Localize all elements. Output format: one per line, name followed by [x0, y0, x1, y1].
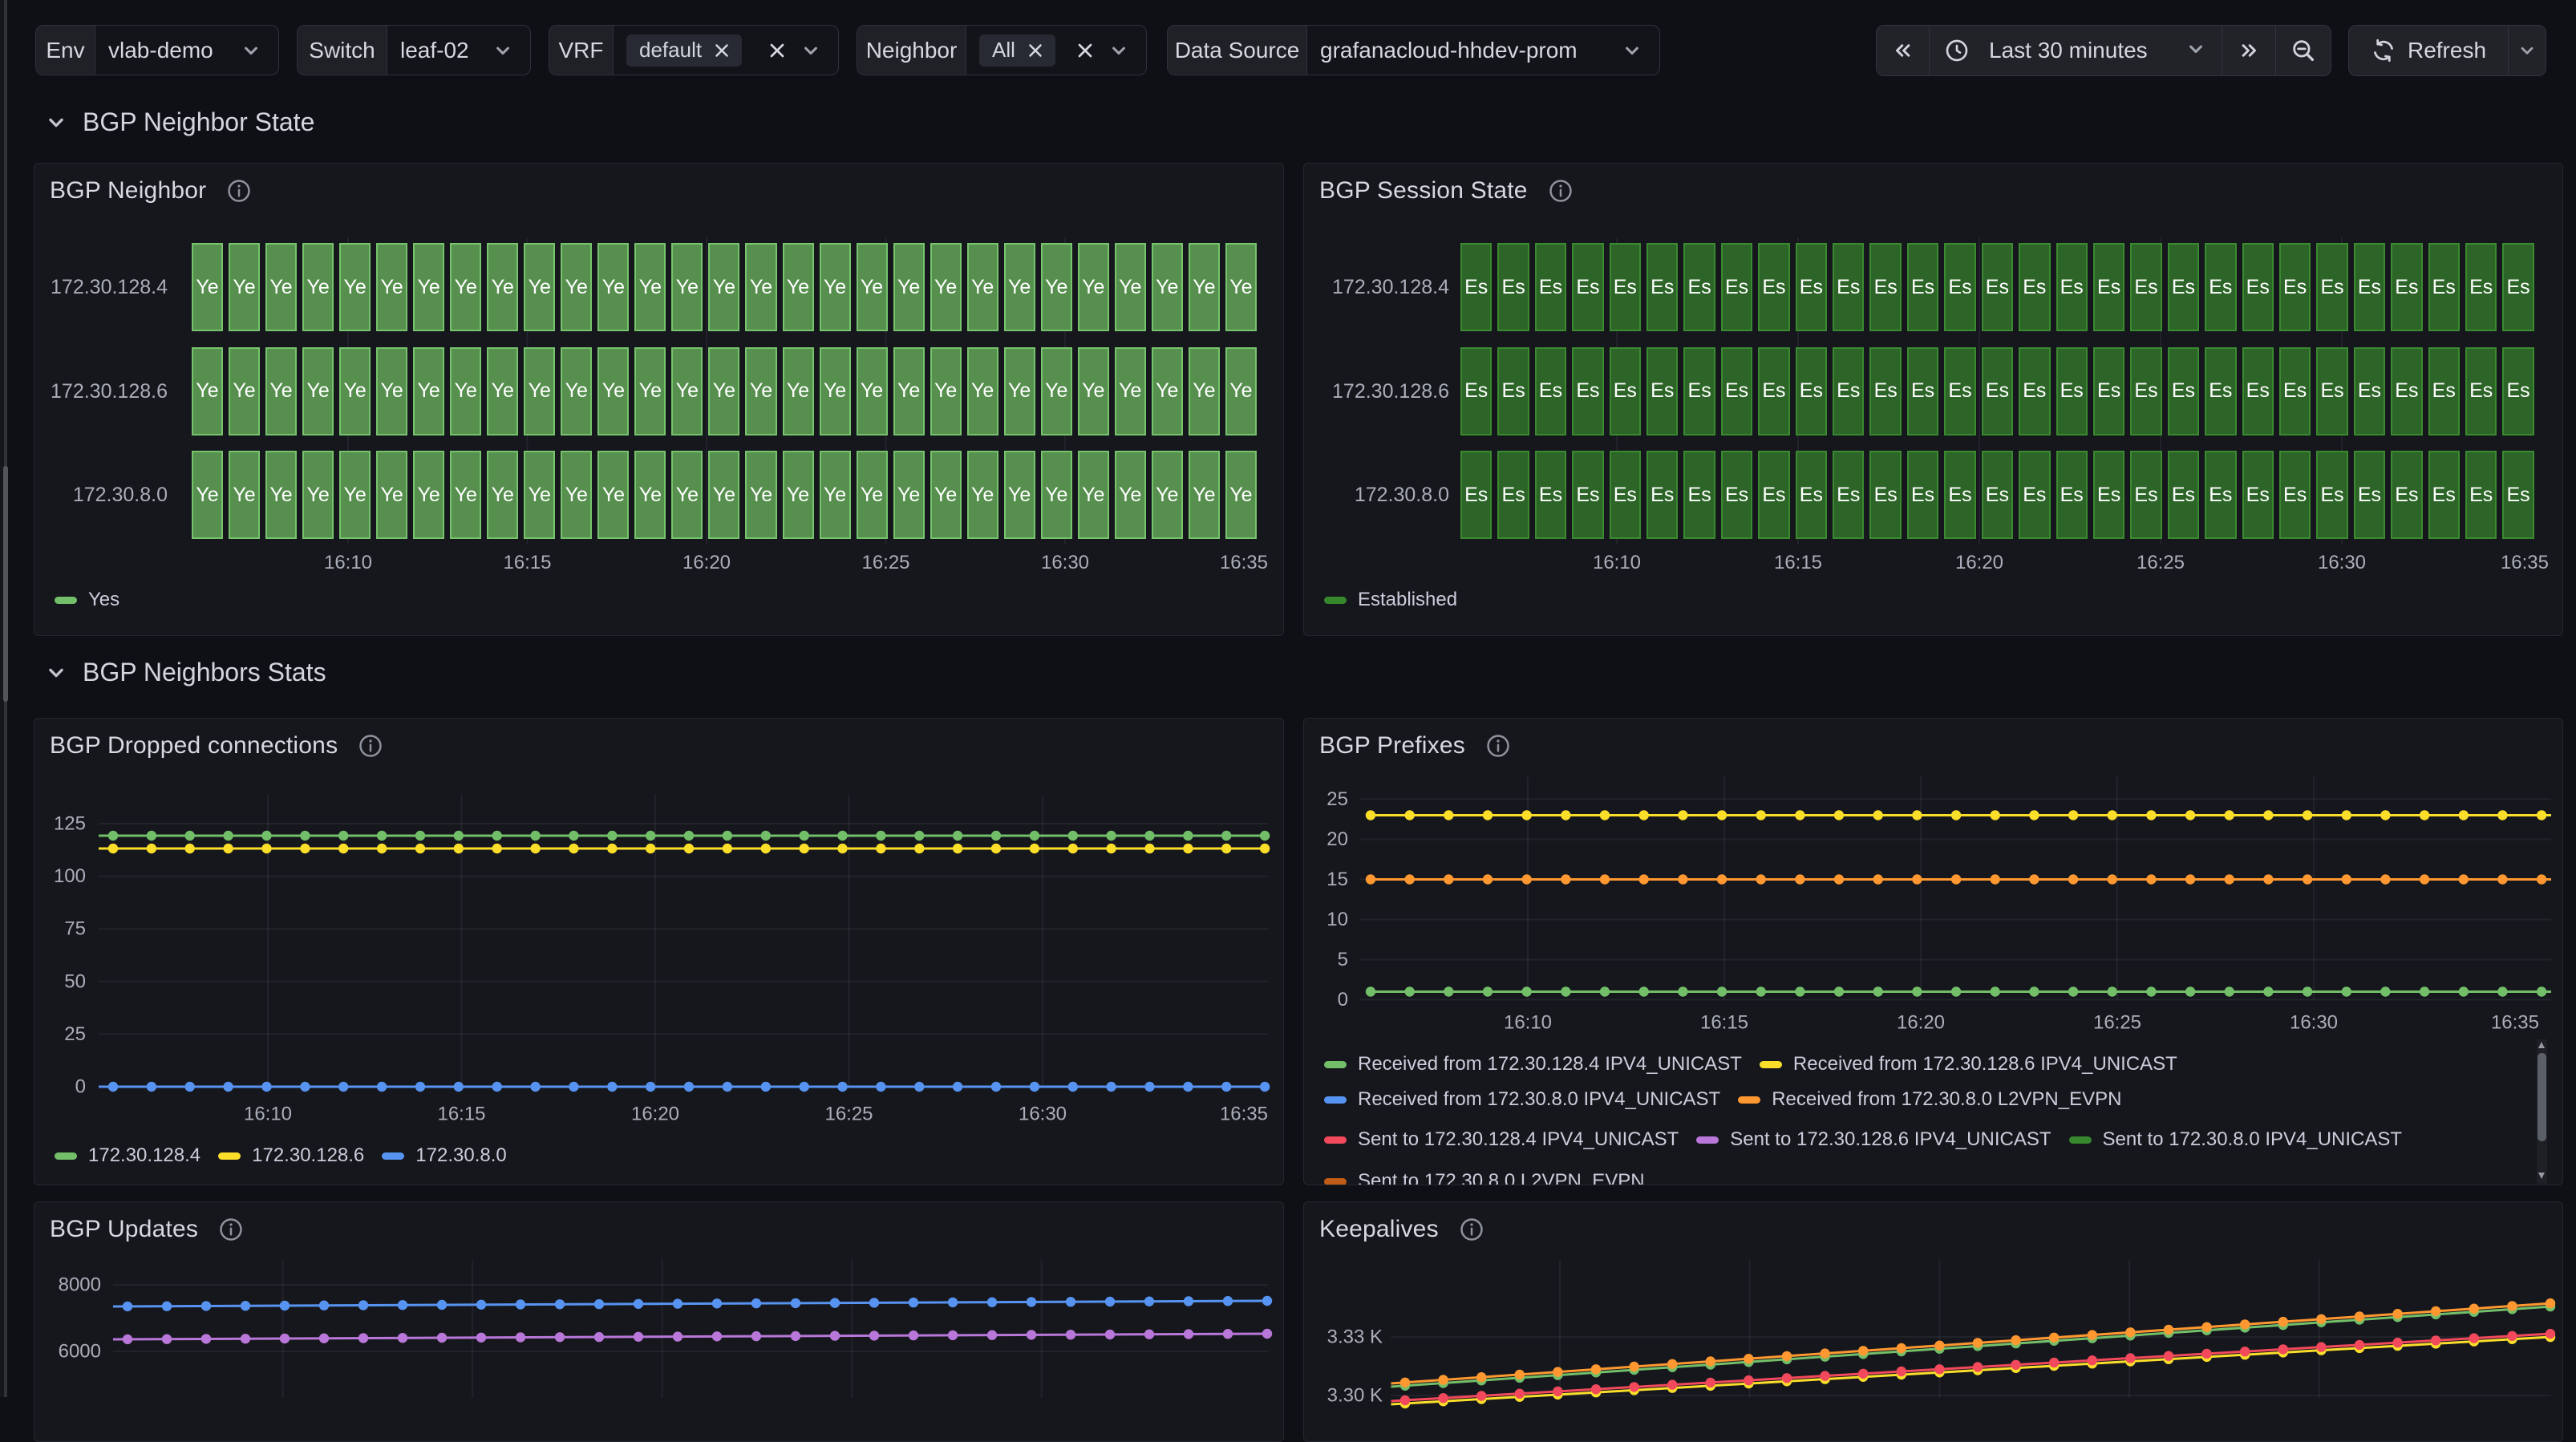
- svg-text:16:10: 16:10: [244, 1104, 292, 1125]
- svg-text:20: 20: [1326, 828, 1348, 850]
- svg-text:16:20: 16:20: [631, 1104, 679, 1125]
- svg-text:0: 0: [75, 1076, 86, 1098]
- svg-text:100: 100: [54, 865, 86, 887]
- svg-text:0: 0: [1338, 989, 1348, 1011]
- svg-text:16:35: 16:35: [2491, 1012, 2539, 1034]
- svg-text:16:35: 16:35: [1220, 1104, 1268, 1125]
- svg-text:3.30 K: 3.30 K: [1327, 1385, 1383, 1407]
- svg-text:16:30: 16:30: [1019, 1104, 1067, 1125]
- svg-text:16:25: 16:25: [2093, 1012, 2141, 1034]
- svg-text:15: 15: [1326, 869, 1348, 890]
- svg-text:16:15: 16:15: [437, 1104, 485, 1125]
- svg-text:50: 50: [64, 970, 86, 992]
- svg-text:16:20: 16:20: [1897, 1012, 1945, 1034]
- svg-text:10: 10: [1326, 909, 1348, 930]
- svg-text:16:15: 16:15: [1700, 1012, 1748, 1034]
- svg-text:125: 125: [54, 813, 86, 835]
- svg-text:8000: 8000: [59, 1274, 101, 1296]
- svg-text:3.33 K: 3.33 K: [1327, 1327, 1383, 1348]
- svg-text:25: 25: [64, 1023, 86, 1045]
- svg-text:16:30: 16:30: [2290, 1012, 2338, 1034]
- svg-text:5: 5: [1338, 949, 1348, 970]
- svg-text:16:25: 16:25: [824, 1104, 873, 1125]
- svg-text:25: 25: [1326, 788, 1348, 810]
- svg-text:75: 75: [64, 918, 86, 940]
- svg-text:16:10: 16:10: [1504, 1012, 1552, 1034]
- svg-text:6000: 6000: [59, 1341, 101, 1363]
